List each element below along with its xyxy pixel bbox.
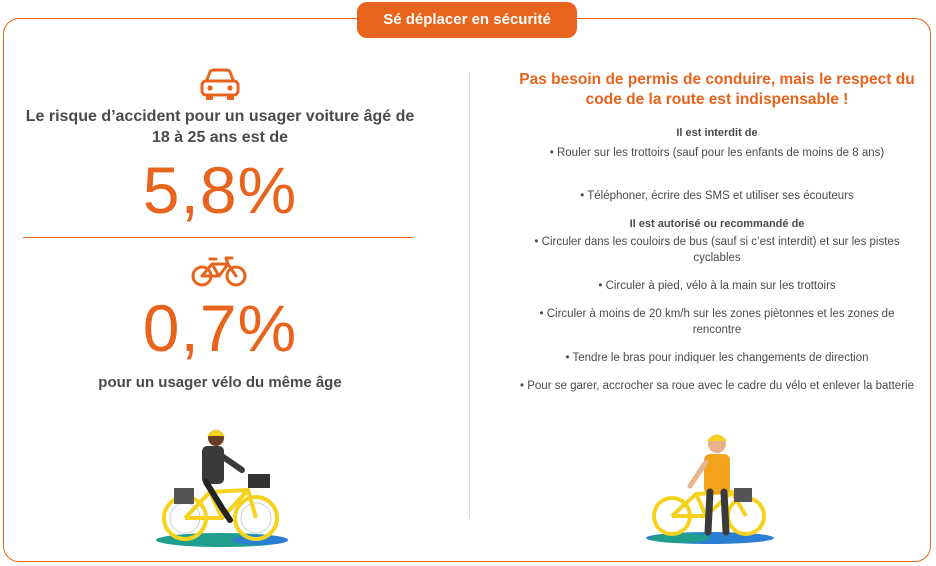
cyclist-illustration [156, 430, 288, 547]
vertical-divider [469, 72, 470, 518]
section-title: Sé déplacer en sécurité [357, 2, 577, 38]
allowed-item: • Circuler dans les couloirs de bus (sau… [534, 236, 900, 264]
allowed-item: • Tendre le bras pour indiquer les chang… [565, 352, 869, 364]
car-icon [200, 68, 240, 100]
bike-risk-text: pour un usager vélo du même âge [98, 374, 342, 391]
allowed-item: • Pour se garer, accrocher sa roue avec … [520, 380, 914, 392]
forbidden-item: • Rouler sur les trottoirs (sauf pour le… [549, 147, 885, 159]
bike-risk-value: 0,7% [142, 291, 298, 365]
forbidden-title: Il est interdit de [676, 127, 758, 139]
car-risk-text: Le risque d’accident pour un usager voit… [25, 108, 415, 146]
left-panel: Le risque d’accident pour un usager voit… [23, 68, 415, 547]
car-risk-value: 5,8% [142, 153, 298, 227]
bicycle-icon [191, 256, 247, 287]
rules-headline: Pas besoin de permis de conduire, mais l… [519, 71, 915, 108]
allowed-title: Il est autorisé ou recommandé de [629, 218, 805, 230]
person-with-bike-illustration [646, 434, 774, 544]
divider [23, 237, 413, 238]
forbidden-item: • Téléphoner, écrire des SMS et utiliser… [580, 190, 854, 202]
allowed-item: • Circuler à moins de 20 km/h sur les zo… [539, 308, 895, 336]
allowed-item: • Circuler à pied, vélo à la main sur le… [598, 280, 836, 292]
